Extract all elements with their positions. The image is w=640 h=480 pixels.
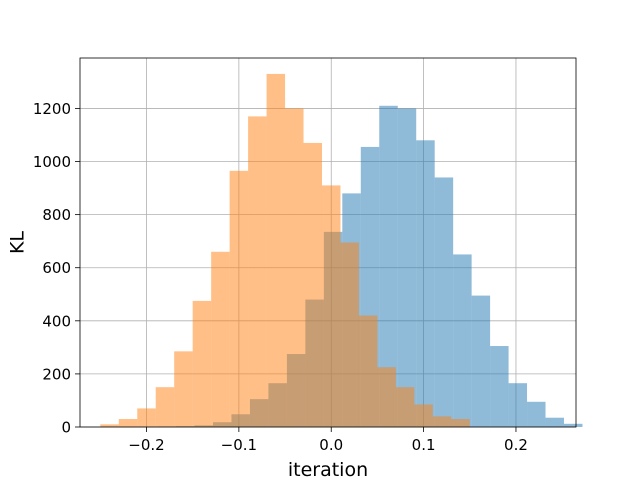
histogram-bar — [192, 300, 212, 427]
histogram-bar — [358, 315, 378, 427]
histogram-bar — [174, 351, 193, 427]
histogram-bar — [545, 417, 564, 427]
histogram-bar — [137, 408, 156, 427]
bars-layer — [100, 73, 583, 428]
histogram-bar — [414, 404, 433, 427]
y-tick-label: 200 — [42, 365, 71, 383]
histogram-bar — [432, 416, 452, 427]
y-tick-label: 400 — [42, 312, 71, 330]
histogram-bar — [416, 140, 435, 427]
histogram-bar — [527, 401, 546, 427]
histogram-bar — [155, 387, 175, 427]
histogram-bar — [490, 346, 509, 427]
histogram-bar — [340, 242, 359, 427]
histogram-bar — [285, 108, 304, 428]
y-tick-label: 1200 — [33, 100, 71, 118]
histogram-bar — [321, 185, 341, 427]
histogram-bar — [248, 116, 267, 427]
histogram-bar — [451, 419, 470, 427]
histogram-bar — [395, 387, 415, 427]
histogram-bar — [266, 73, 286, 428]
histogram-bar — [563, 423, 583, 427]
histogram-bar — [211, 251, 230, 427]
y-tick-label: 0 — [61, 419, 71, 437]
x-tick-label: 0.1 — [412, 436, 436, 454]
histogram-bar — [229, 170, 249, 428]
histogram-bar — [100, 424, 119, 427]
histogram-bar — [303, 142, 322, 427]
histogram-bar — [508, 383, 528, 427]
x-tick-label: 0.0 — [319, 436, 343, 454]
histogram-bar — [434, 177, 454, 427]
y-axis-label: KL — [7, 231, 29, 254]
histogram-bar — [471, 295, 491, 427]
y-tick-label: 600 — [42, 259, 71, 277]
histogram-bar — [377, 367, 396, 427]
y-tick-label: 1000 — [33, 153, 71, 171]
x-axis-label: iteration — [288, 459, 368, 480]
axes-frame — [79, 57, 577, 428]
histogram-bar — [118, 419, 138, 427]
x-tick-label: −0.2 — [128, 436, 164, 454]
histogram-bar — [453, 254, 472, 427]
y-tick-label: 800 — [42, 206, 71, 224]
x-tick-label: −0.1 — [221, 436, 257, 454]
histogram-bar — [379, 105, 398, 427]
histogram-bar — [397, 108, 417, 428]
histogram-series-2 — [100, 73, 470, 428]
ticks-layer: −0.2 −0.1 0.0 0.1 0.2 0 200 400 600 800 1000 1200 — [33, 100, 528, 454]
x-tick-label: 0.2 — [504, 436, 528, 454]
